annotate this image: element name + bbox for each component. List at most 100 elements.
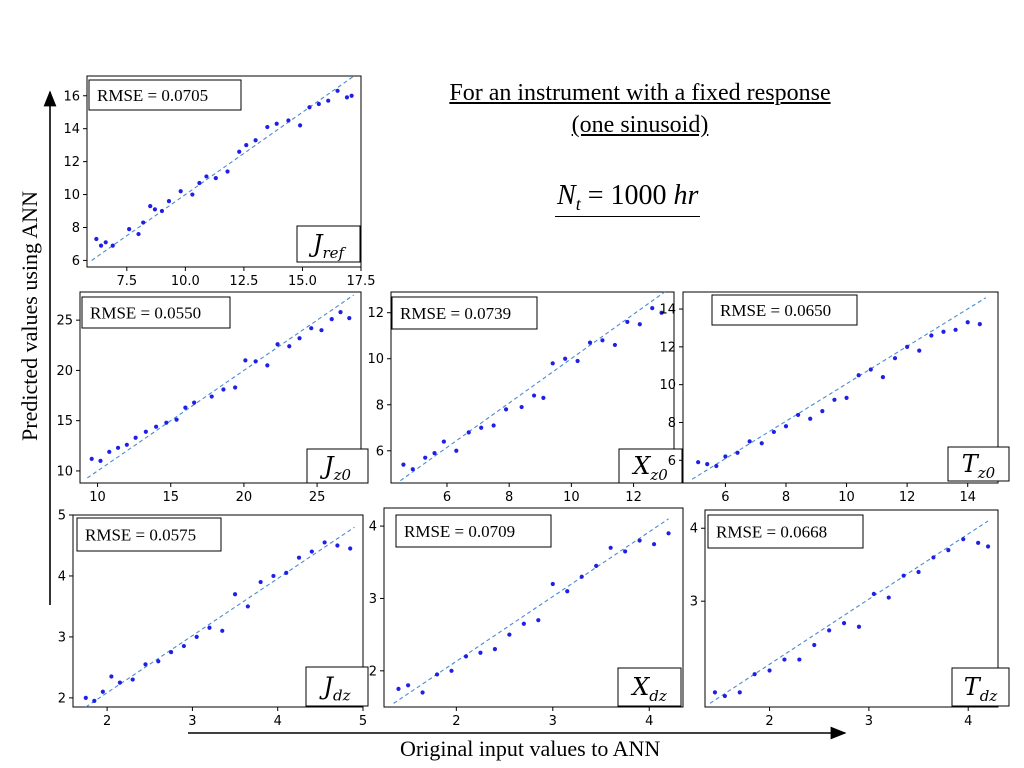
rmse-box (391, 296, 538, 330)
plot-frame (390, 291, 675, 484)
y-tick-label: 6 (376, 444, 384, 459)
x-tick-label: 12 (625, 490, 642, 505)
data-point (434, 672, 440, 677)
x-tick-label: 10 (563, 490, 580, 505)
equation-value: = 1000 (580, 180, 674, 211)
data-point (233, 385, 238, 390)
data-point (410, 467, 415, 472)
variable-label-box (305, 666, 369, 707)
data-point (207, 625, 212, 630)
data-point (783, 424, 789, 429)
data-point (771, 429, 776, 435)
data-point (519, 404, 524, 410)
data-point (117, 680, 123, 685)
data-point (575, 358, 580, 364)
data-point (841, 620, 847, 626)
data-point (245, 604, 250, 609)
data-point (107, 449, 112, 454)
data-point (953, 327, 958, 332)
fit-line (85, 526, 355, 708)
data-point (492, 647, 498, 652)
data-point (856, 373, 861, 378)
data-point (808, 416, 813, 421)
data-point (917, 348, 922, 353)
x-tick-label: 6 (721, 490, 729, 505)
data-point (747, 439, 752, 444)
data-point (168, 650, 174, 655)
data-point (541, 395, 546, 400)
data-point (623, 549, 628, 554)
data-point (133, 435, 138, 440)
data-point (275, 342, 280, 347)
variable-label-box (306, 448, 369, 484)
data-point (298, 123, 303, 128)
data-point (454, 448, 459, 453)
data-point (466, 430, 471, 435)
data-point (905, 344, 910, 349)
data-point (127, 227, 132, 232)
data-point (221, 387, 226, 392)
data-point (752, 672, 757, 677)
y-tick-label: 5 (58, 509, 66, 524)
data-point (705, 461, 710, 467)
x-tick-label: 14 (959, 490, 976, 505)
data-point (98, 243, 104, 248)
panel-jref: 7.5 10.0 12.5 15.0 17.5 6 8 10 12 14 16 RMSE = 0.07… (63, 75, 375, 289)
data-point (349, 93, 354, 98)
data-point (265, 363, 270, 368)
data-point (347, 316, 352, 321)
data-point (110, 243, 115, 248)
data-point (420, 690, 425, 695)
data-point (637, 322, 642, 327)
rmse-label: RMSE = 0.0709 (404, 522, 515, 541)
data-point (608, 545, 613, 550)
data-point (965, 320, 970, 325)
data-point (507, 632, 512, 637)
rmse-box (711, 294, 858, 326)
y-tick-label: 10 (63, 188, 80, 203)
data-point (659, 310, 664, 315)
data-point (141, 220, 146, 225)
fit-line (87, 294, 354, 479)
data-point (103, 240, 108, 245)
y-tick-label: 8 (668, 416, 676, 431)
data-point (152, 207, 158, 212)
data-point (782, 657, 787, 662)
x-tick-label: 6 (443, 490, 451, 505)
data-point (274, 121, 279, 126)
x-tick-label: 25 (309, 490, 326, 505)
y-axis-label: Predicted values using ANN (17, 191, 42, 441)
variable-label: Xz0 (631, 452, 668, 484)
y-tick-label: 12 (63, 155, 80, 170)
data-point (650, 306, 655, 311)
data-point (194, 634, 199, 640)
data-point (723, 454, 728, 459)
data-point (579, 574, 584, 579)
variable-label-box (947, 446, 1010, 482)
data-point (348, 546, 353, 551)
x-tick-label: 4 (964, 714, 972, 729)
x-tick-label: 10.0 (171, 274, 200, 289)
data-point (115, 445, 121, 450)
plot-frame (682, 291, 999, 484)
data-point (423, 455, 428, 460)
y-tick-label: 3 (690, 595, 698, 610)
data-point (612, 342, 618, 348)
data-point (625, 319, 630, 325)
data-point (181, 643, 186, 649)
variable-label-box (618, 448, 683, 484)
data-point (449, 668, 454, 673)
rmse-box (76, 517, 222, 552)
data-point (844, 395, 849, 401)
data-point (651, 542, 657, 547)
data-point (901, 573, 906, 578)
data-point (714, 463, 719, 469)
data-point (892, 356, 898, 361)
data-point (253, 359, 258, 364)
figure-title-line-1: For an instrument with a fixed response (449, 80, 831, 106)
data-point (550, 361, 555, 366)
data-point (83, 695, 88, 700)
data-point (478, 650, 483, 655)
data-point (307, 105, 312, 110)
